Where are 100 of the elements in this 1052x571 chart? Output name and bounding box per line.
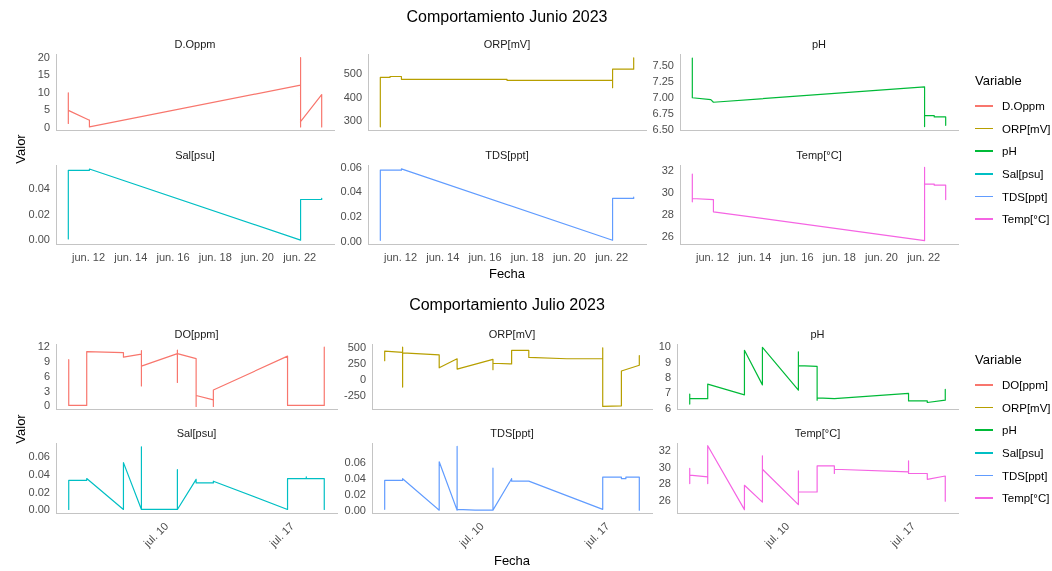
- legend-title: Variable: [975, 350, 1023, 368]
- x-tick-label: jun. 16: [155, 250, 190, 263]
- x-tick-label: jun. 18: [509, 250, 544, 263]
- x-tick-label: jun. 16: [467, 250, 502, 263]
- y-tick-label: 7.50: [652, 58, 674, 71]
- chart-title: ORP[mV]: [488, 327, 536, 340]
- x-tick-label: jul. 17: [581, 519, 612, 550]
- y-tick-label: 9: [43, 354, 50, 367]
- y-tick-label: 0.02: [344, 487, 366, 500]
- y-tick-label: 500: [343, 66, 362, 79]
- legend-label: ORP[mV]: [1002, 121, 1051, 136]
- legend-title: Variable: [975, 71, 1023, 89]
- legend-label: Temp[°C]: [1002, 491, 1050, 506]
- y-tick-label: 6.50: [652, 122, 674, 135]
- x-tick-label: jun. 12: [71, 250, 106, 263]
- y-tick-label: 6: [43, 369, 50, 382]
- legend-label: Sal[psu]: [1002, 166, 1044, 181]
- y-tick-label: 3: [43, 384, 50, 397]
- y-tick-label: 20: [37, 50, 50, 63]
- y-tick-label: 0.00: [28, 503, 50, 516]
- y-tick-label: 8: [664, 370, 671, 383]
- chart-title: TDS[ppt]: [490, 426, 534, 439]
- chart-title: Temp[°C]: [796, 148, 842, 161]
- legend-label: TDS[ppt]: [1002, 468, 1048, 483]
- y-tick-label: 7: [664, 386, 671, 399]
- y-tick-label: 0.02: [28, 207, 50, 220]
- x-tick-label: jun. 14: [737, 250, 772, 263]
- y-tick-label: 28: [658, 477, 671, 490]
- y-tick-label: 0: [43, 399, 50, 412]
- x-tick-label: jun. 20: [239, 250, 274, 263]
- legend-label: DO[ppm]: [1002, 377, 1049, 392]
- x-tick-label: jun. 22: [594, 250, 629, 263]
- x-tick-label: jul. 10: [761, 519, 792, 550]
- legend-label: ORP[mV]: [1002, 400, 1051, 415]
- x-tick-label: jun. 22: [282, 250, 317, 263]
- y-tick-label: 0: [43, 120, 50, 133]
- y-tick-label: 0: [359, 372, 366, 385]
- y-tick-label: 30: [658, 460, 671, 473]
- y-tick-label: 400: [343, 90, 362, 103]
- y-tick-label: 9: [664, 355, 671, 368]
- x-tick-label: jun. 12: [695, 250, 730, 263]
- y-tick-label: 300: [343, 114, 362, 127]
- y-tick-label: 6.75: [652, 106, 674, 119]
- chart-title: Sal[psu]: [176, 426, 217, 439]
- y-tick-label: 0.06: [344, 455, 366, 468]
- y-tick-label: 15: [37, 68, 50, 81]
- y-tick-label: 6: [664, 401, 671, 414]
- x-tick-label: jul. 10: [140, 519, 171, 550]
- x-tick-label: jul. 17: [887, 519, 918, 550]
- y-tick-label: 30: [661, 185, 674, 198]
- y-tick-label: 250: [347, 356, 366, 369]
- y-tick-label: 0.00: [28, 233, 50, 246]
- y-axis-title: Valor: [12, 134, 28, 164]
- x-tick-label: jun. 22: [906, 250, 941, 263]
- text: Comportamiento Julio 2023: [409, 294, 605, 314]
- x-axis-title: Fecha: [488, 265, 526, 281]
- x-tick-label: jun. 12: [383, 250, 418, 263]
- chart-title: TDS[ppt]: [485, 148, 529, 161]
- x-tick-label: jun. 18: [197, 250, 232, 263]
- y-tick-label: 10: [658, 340, 671, 353]
- y-tick-label: 32: [661, 163, 674, 176]
- y-tick-label: 26: [661, 230, 674, 243]
- y-tick-label: 0.02: [28, 485, 50, 498]
- x-tick-label: jun. 18: [821, 250, 856, 263]
- y-tick-label: 26: [658, 494, 671, 507]
- chart-title: DO[ppm]: [174, 327, 219, 340]
- y-tick-label: -250: [343, 388, 366, 401]
- chart-title: ORP[mV]: [483, 37, 531, 50]
- x-tick-label: jun. 20: [863, 250, 898, 263]
- y-tick-label: 0.04: [340, 185, 362, 198]
- x-axis-title: Fecha: [493, 552, 531, 568]
- x-tick-label: jun. 20: [551, 250, 586, 263]
- y-tick-label: 0.04: [344, 471, 366, 484]
- chart-title: pH: [810, 327, 825, 340]
- legend-label: pH: [1002, 144, 1017, 159]
- chart-title: Temp[°C]: [794, 426, 841, 439]
- y-tick-label: 7.25: [652, 74, 674, 87]
- y-tick-label: 32: [658, 443, 671, 456]
- y-tick-label: 0.06: [340, 160, 362, 173]
- y-tick-label: 500: [347, 340, 366, 353]
- y-axis-title: Valor: [12, 413, 28, 444]
- y-tick-label: 0.02: [340, 209, 362, 222]
- y-tick-label: 0.06: [28, 450, 50, 463]
- text: Comportamiento Junio 2023: [406, 6, 608, 26]
- legend-label: TDS[ppt]: [1002, 189, 1048, 204]
- y-tick-label: 0.00: [344, 503, 366, 516]
- x-tick-label: jul. 17: [266, 519, 297, 550]
- x-tick-label: jun. 14: [425, 250, 460, 263]
- y-tick-label: 7.00: [652, 90, 674, 103]
- chart-title: pH: [811, 37, 827, 50]
- x-tick-label: jun. 16: [779, 250, 814, 263]
- y-tick-label: 12: [37, 339, 50, 352]
- x-tick-label: jul. 10: [456, 519, 487, 550]
- y-tick-label: 0.04: [28, 467, 50, 480]
- y-tick-label: 10: [37, 85, 50, 98]
- chart-title: Sal[psu]: [175, 148, 215, 161]
- y-tick-label: 28: [661, 207, 674, 220]
- legend-label: pH: [1002, 423, 1017, 438]
- chart-title: D.Oppm: [174, 37, 216, 50]
- legend-label: Temp[°C]: [1002, 212, 1050, 227]
